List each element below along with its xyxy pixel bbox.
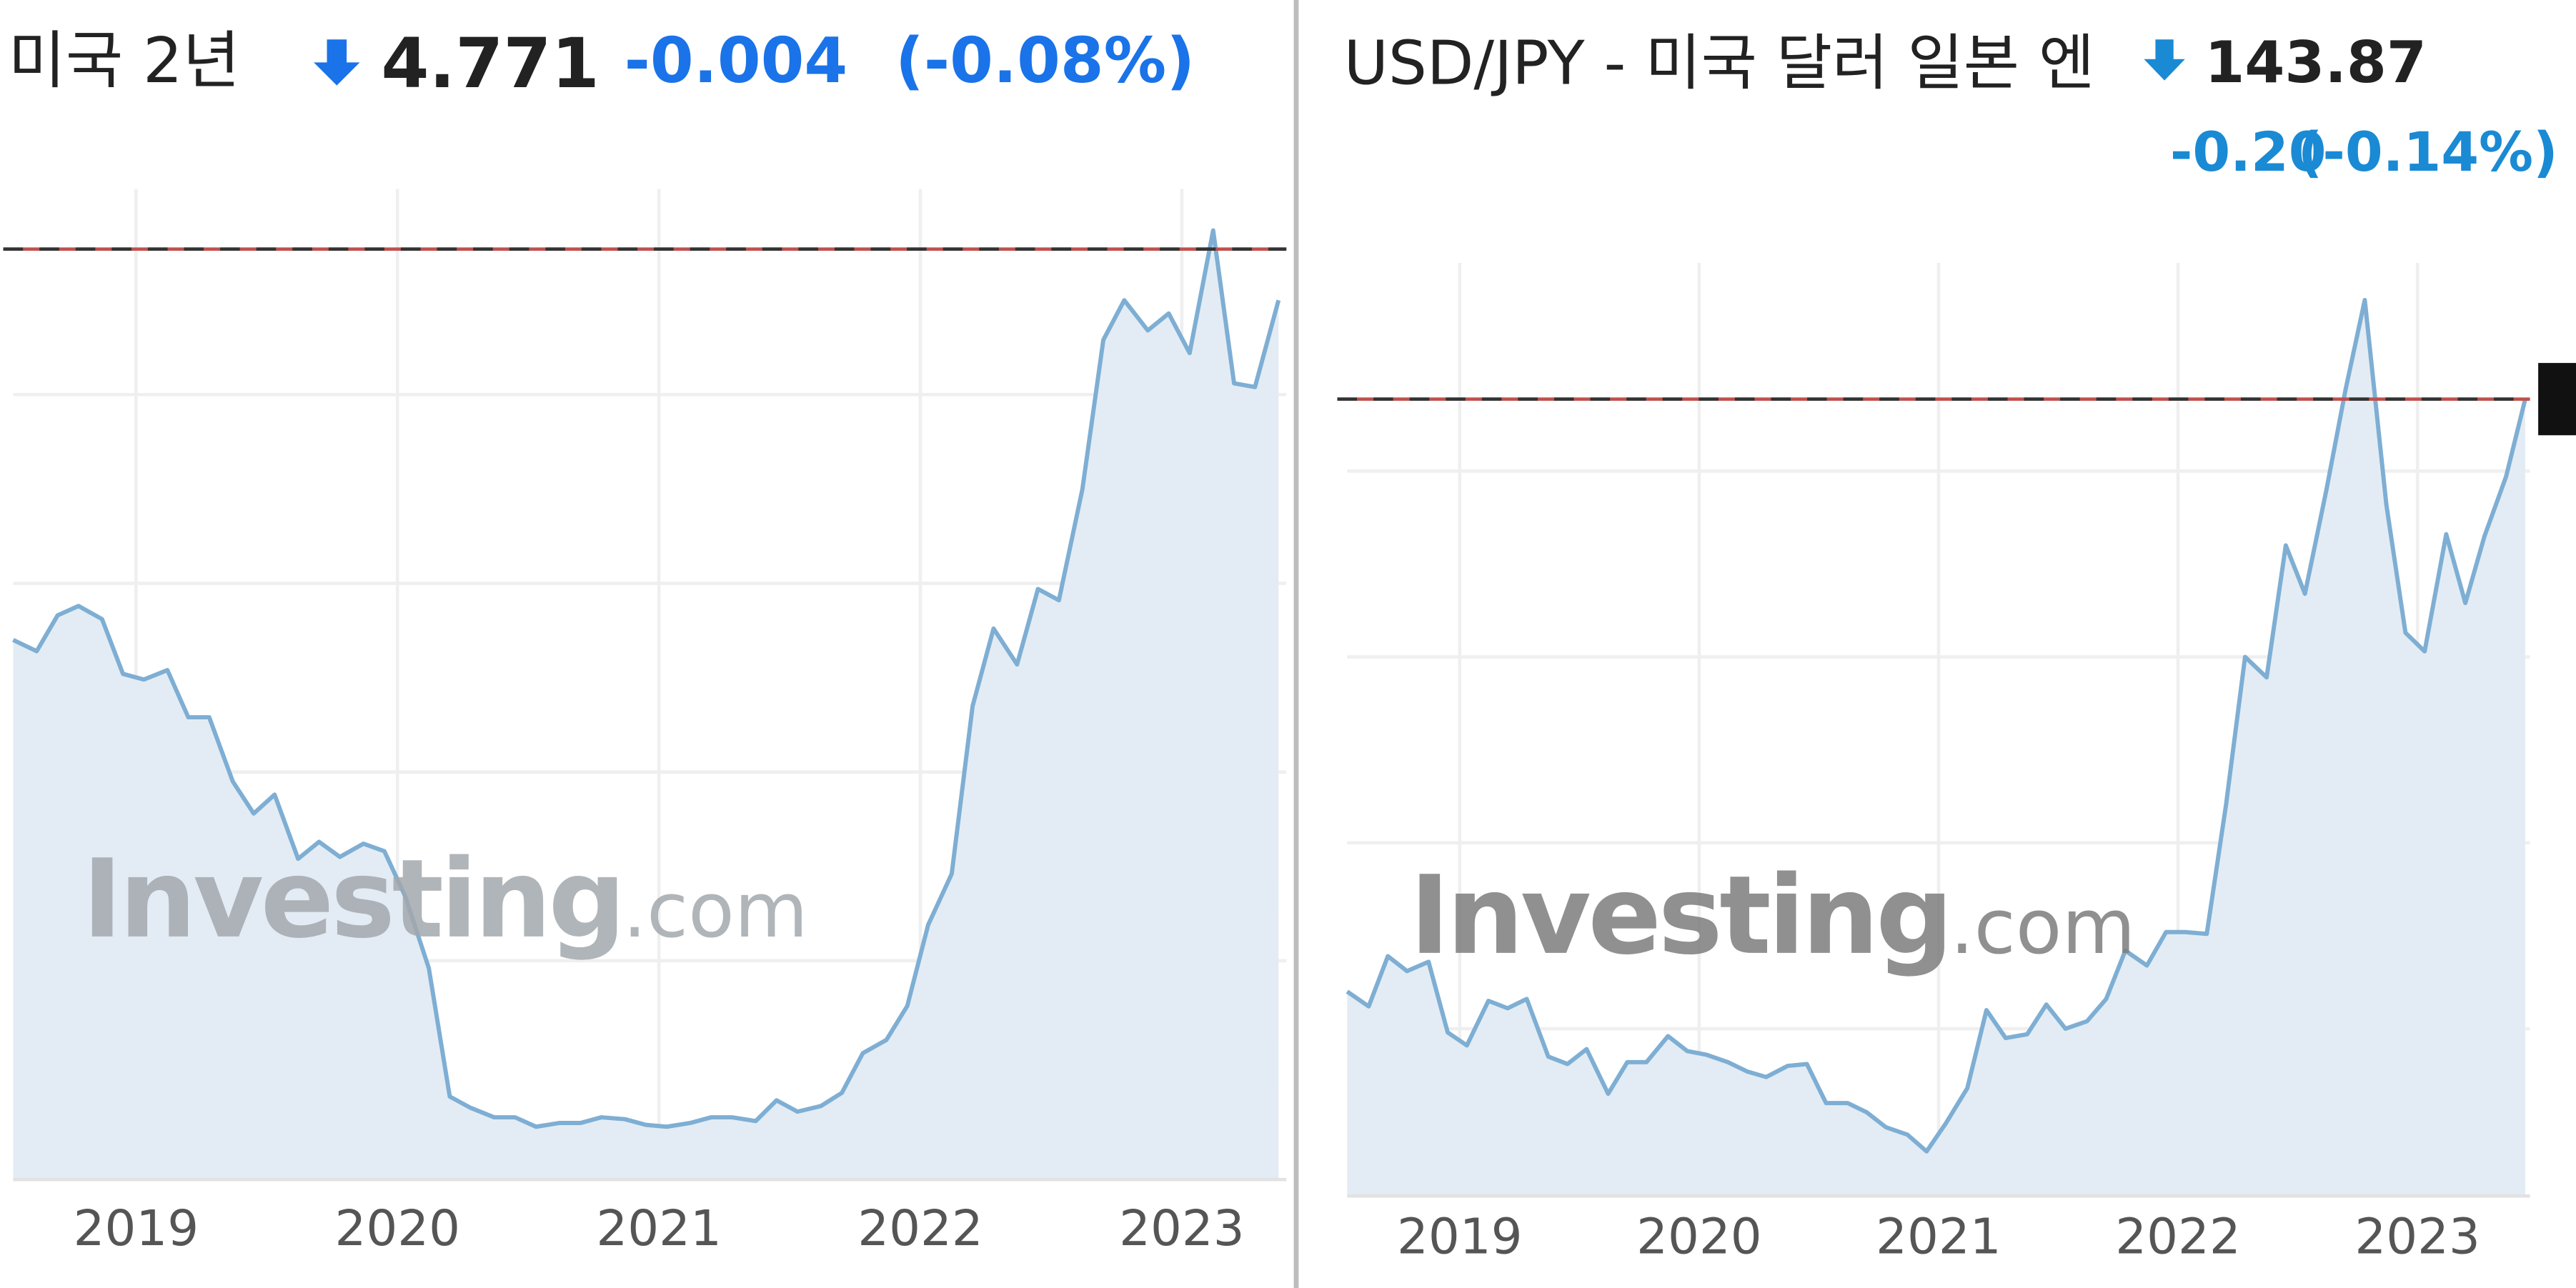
watermark-brand: Investing: [1410, 852, 1950, 979]
x-tick-label: 2023: [2354, 1209, 2480, 1266]
x-tick-label: 2022: [2115, 1209, 2241, 1266]
watermark: Investing.com: [1410, 852, 2136, 979]
watermark-domain: .com: [1950, 883, 2135, 971]
down-arrow: [314, 39, 360, 86]
line: [1346, 298, 2527, 1154]
x-tick-label: 2021: [1876, 1209, 2001, 1266]
down-arrow: [2144, 39, 2185, 81]
x-tick-label: 2022: [857, 1200, 983, 1257]
x-tick-label: 2021: [596, 1200, 722, 1257]
price-tag: [2538, 363, 2576, 436]
x-tick-label: 2020: [334, 1200, 460, 1257]
price-change: -0.004: [625, 24, 848, 97]
watermark-brand: Investing: [82, 836, 622, 962]
x-tick-label: 2023: [1119, 1200, 1245, 1257]
price-change-pct: (-0.14%): [2298, 121, 2558, 184]
area: [1347, 300, 2525, 1197]
x-tick-label: 2019: [74, 1200, 199, 1257]
x-tick-label: 2020: [1636, 1209, 1762, 1266]
watermark-domain: .com: [622, 867, 807, 954]
x-tick-label: 2019: [1397, 1209, 1523, 1266]
last-price: 143.87: [2204, 29, 2426, 96]
price-change: -0.20: [2170, 121, 2327, 184]
price-change-pct: (-0.08%): [895, 24, 1195, 97]
area: [13, 230, 1279, 1180]
last-price: 4.771: [381, 23, 599, 104]
line: [12, 228, 1281, 1129]
instrument-title: USD/JPY - 미국 달러 일본 엔: [1343, 28, 2095, 99]
instrument-title: 미국 2년: [8, 24, 239, 97]
watermark: Investing.com: [82, 836, 808, 962]
